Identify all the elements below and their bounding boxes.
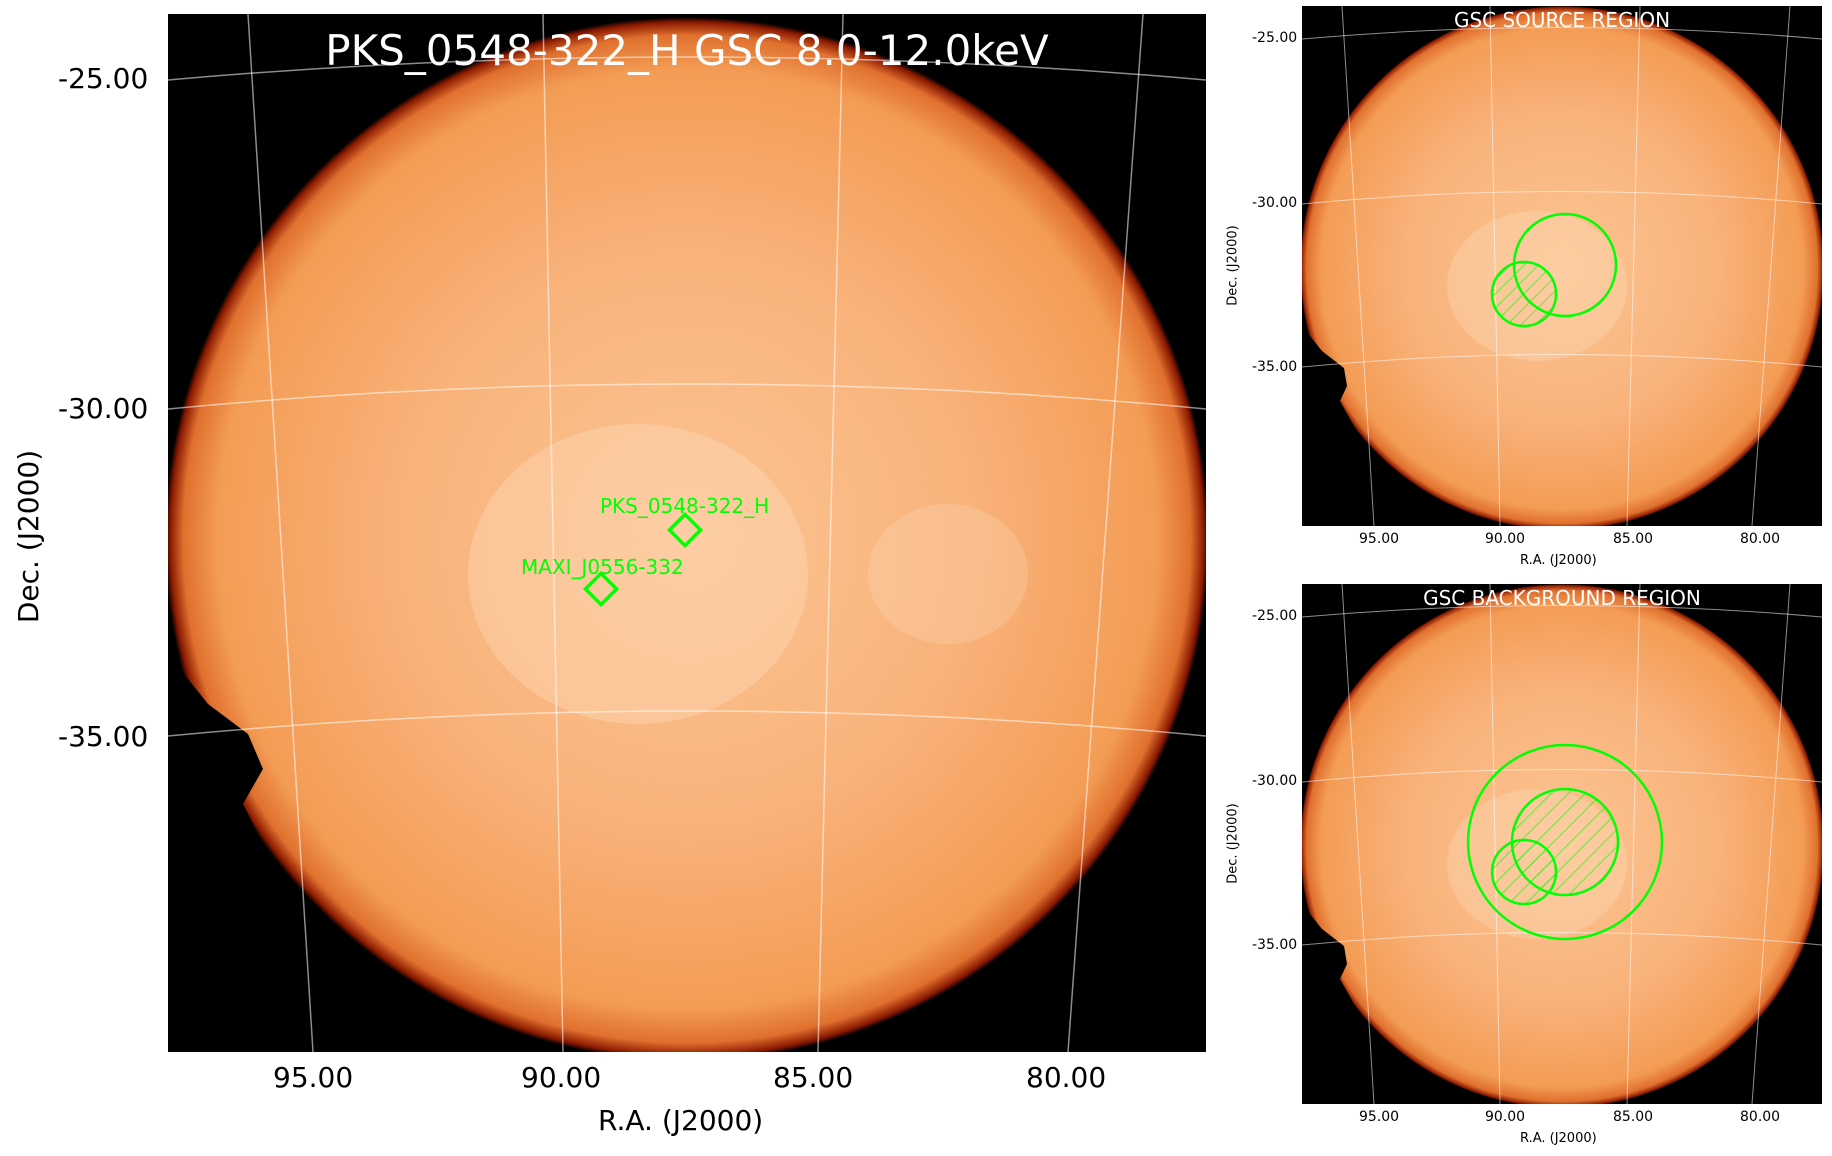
background-region-title: GSC BACKGROUND REGION [1423, 586, 1701, 610]
source-xtick: 95.00 [1359, 531, 1400, 547]
source-marker-pks[interactable] [666, 511, 704, 549]
background-xtick: 90.00 [1485, 1109, 1526, 1125]
background-ylabel: Dec. (J2000) [1225, 803, 1241, 884]
background-ytick: -25.00 [1252, 608, 1298, 624]
source-ytick: -30.00 [1252, 195, 1298, 211]
exposure-disk [168, 17, 1206, 1052]
main-title: PKS_0548-322_H GSC 8.0-12.0keV [325, 26, 1049, 75]
background-region-image [1302, 584, 1822, 1104]
background-region-panel: GSC BACKGROUND REGION [1302, 584, 1822, 1104]
source-xtick: 80.00 [1740, 531, 1781, 547]
source-ytick: -35.00 [1252, 359, 1298, 375]
main-xtick: 95.00 [273, 1061, 354, 1094]
coordinate-grid [1302, 584, 1822, 1104]
background-xtick: 85.00 [1613, 1109, 1654, 1125]
source-label-maxi: MAXI_J0556-332 [521, 555, 684, 579]
main-xtick: 80.00 [1026, 1061, 1107, 1094]
background-xlabel: R.A. (J2000) [1520, 1131, 1597, 1146]
exposure-disk [1302, 6, 1822, 526]
excluded-source-circle[interactable] [1490, 838, 1558, 906]
coordinate-grid [168, 14, 1206, 1052]
main-ylabel: Dec. (J2000) [12, 449, 46, 624]
main-xlabel: R.A. (J2000) [598, 1104, 764, 1137]
main-ytick: -35.00 [58, 720, 149, 753]
main-ytick: -25.00 [58, 62, 149, 95]
background-xtick: 80.00 [1740, 1109, 1781, 1125]
source-region-image [1302, 6, 1822, 526]
main-sky-image [168, 14, 1206, 1052]
main-xtick: 90.00 [521, 1061, 602, 1094]
source-region-panel: GSC SOURCE REGION [1302, 6, 1822, 526]
main-image-panel: PKS_0548-322_H GSC 8.0-12.0keV PKS_0548-… [168, 14, 1206, 1052]
source-region-title: GSC SOURCE REGION [1453, 8, 1671, 32]
background-xtick: 95.00 [1359, 1109, 1400, 1125]
source-xtick: 85.00 [1613, 531, 1654, 547]
main-ytick: -30.00 [58, 392, 149, 425]
source-xtick: 90.00 [1485, 531, 1526, 547]
source-marker-maxi[interactable] [582, 570, 620, 608]
exposure-notch [168, 654, 298, 1052]
source-label-pks: PKS_0548-322_H [600, 494, 770, 518]
background-ytick: -30.00 [1252, 773, 1298, 789]
source-xlabel: R.A. (J2000) [1520, 553, 1597, 568]
excluded-source-circle[interactable] [1490, 260, 1558, 328]
source-ytick: -25.00 [1252, 30, 1298, 46]
background-annulus-outer[interactable] [1466, 743, 1664, 941]
source-ylabel: Dec. (J2000) [1225, 225, 1241, 306]
coordinate-grid [1302, 6, 1822, 526]
exposure-notch [1302, 326, 1367, 526]
main-xtick: 85.00 [773, 1061, 854, 1094]
background-ytick: -35.00 [1252, 937, 1298, 953]
exposure-notch [1302, 904, 1367, 1104]
